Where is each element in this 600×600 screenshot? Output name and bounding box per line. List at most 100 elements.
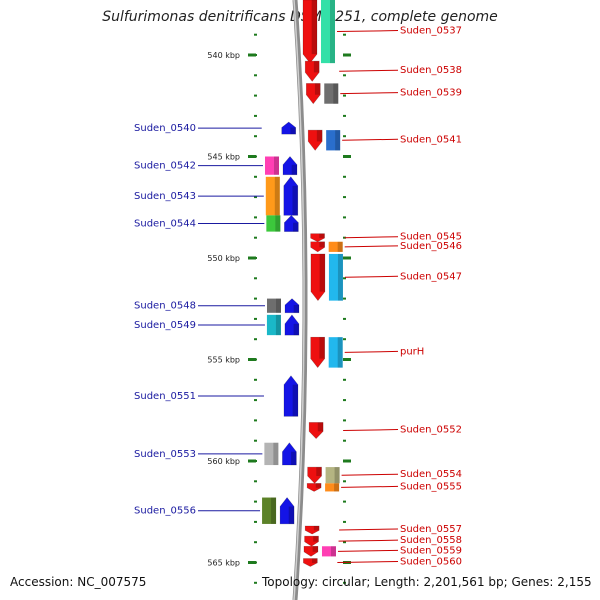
cog-category-block — [325, 467, 340, 484]
cog-category-block — [328, 241, 343, 252]
minor-tick-dot — [343, 439, 346, 442]
reverse-gene-label: Suden_0544 — [134, 218, 196, 229]
forward-gene-arrow-shade — [312, 546, 318, 552]
minor-tick-dot — [343, 399, 346, 402]
reverse-gene-arrow-shade — [291, 451, 297, 466]
backbone-highlight — [293, 0, 305, 600]
cog-block-shade — [335, 130, 341, 151]
reverse-gene-arrow — [279, 497, 295, 525]
reverse-gene-label: Suden_0549 — [134, 320, 196, 331]
coordinate-tick-label: 540 kbp — [207, 51, 240, 60]
reverse-gene-arrow-shade — [290, 127, 296, 135]
gene-label-leader — [336, 30, 399, 33]
forward-gene-arrow — [310, 233, 325, 243]
coordinate-tick-mark — [248, 155, 256, 158]
coordinate-tick-mark — [343, 358, 351, 361]
coordinate-tick-mark — [248, 358, 256, 361]
cog-block-shade — [329, 0, 335, 64]
cog-category-block — [265, 176, 280, 216]
cog-block-shade — [337, 241, 343, 252]
reverse-gene-arrow-shade — [292, 185, 298, 216]
minor-tick-dot — [254, 439, 257, 442]
forward-gene-label: Suden_0559 — [400, 545, 462, 556]
reverse-gene-arrow — [281, 121, 297, 135]
reverse-gene-arrow — [282, 442, 297, 466]
reverse-gene-arrow-shade — [288, 506, 295, 524]
forward-gene-label: Suden_0552 — [400, 425, 462, 436]
forward-gene-arrow-shade — [317, 422, 324, 432]
minor-tick-dot — [254, 480, 257, 483]
coordinate-tick-label: 545 kbp — [207, 153, 240, 162]
forward-gene-arrow — [304, 60, 320, 82]
minor-tick-dot — [254, 196, 257, 199]
minor-tick-dot — [254, 541, 257, 544]
forward-gene-arrow — [303, 558, 318, 567]
forward-gene-arrow-shade — [319, 337, 325, 359]
forward-gene-arrow — [306, 483, 322, 492]
forward-gene-arrow — [308, 422, 324, 440]
minor-tick-dot — [343, 277, 346, 280]
minor-tick-dot — [343, 196, 346, 199]
coordinate-tick-label: 560 kbp — [207, 457, 240, 466]
reverse-gene-arrow — [282, 156, 298, 176]
cog-block-shade — [273, 442, 279, 466]
reverse-gene-label: Suden_0551 — [134, 391, 196, 402]
coordinate-tick-mark — [248, 53, 256, 57]
minor-tick-dot — [254, 114, 257, 117]
cog-block-shade — [275, 314, 281, 336]
minor-tick-dot — [254, 135, 257, 138]
gene-label-leader — [344, 275, 399, 278]
cog-category-block — [328, 337, 343, 368]
forward-gene-arrow — [305, 83, 321, 105]
forward-gene-label: Suden_0558 — [400, 535, 462, 546]
reverse-gene-arrow — [284, 214, 299, 232]
gene-label-leader — [339, 528, 399, 531]
coordinate-tick-mark — [343, 459, 351, 463]
coordinate-tick-label: 555 kbp — [207, 356, 240, 365]
minor-tick-dot — [254, 378, 257, 381]
forward-gene-label: Suden_0547 — [400, 271, 462, 282]
cog-category-block — [324, 83, 339, 104]
reverse-gene-arrow — [284, 298, 300, 314]
minor-tick-dot — [343, 581, 346, 584]
forward-gene-arrow — [310, 253, 326, 302]
forward-gene-arrow-shade — [311, 0, 317, 55]
forward-gene-arrow-shade — [319, 233, 325, 239]
cog-category-block — [325, 483, 340, 492]
forward-gene-arrow-shade — [312, 558, 318, 563]
forward-gene-arrow-shade — [316, 467, 322, 477]
cog-block-shade — [334, 467, 340, 484]
minor-tick-dot — [254, 520, 257, 523]
forward-gene-label: Suden_0537 — [400, 26, 462, 37]
minor-tick-dot — [254, 216, 257, 219]
gene-label-leader — [343, 429, 399, 432]
minor-tick-dot — [254, 277, 257, 280]
reverse-gene-label: Suden_0543 — [134, 191, 196, 202]
minor-tick-dot — [343, 33, 346, 36]
coordinate-tick-label: 565 kbp — [207, 559, 240, 568]
minor-tick-dot — [343, 114, 346, 117]
minor-tick-dot — [254, 33, 257, 36]
minor-tick-dot — [254, 338, 257, 341]
minor-tick-dot — [254, 581, 257, 584]
forward-gene-arrow-shade — [319, 253, 325, 292]
forward-gene-arrow — [307, 129, 323, 151]
minor-tick-dot — [343, 520, 346, 523]
minor-tick-dot — [254, 94, 257, 97]
cog-category-block — [266, 298, 281, 313]
forward-gene-arrow — [307, 466, 322, 484]
forward-gene-arrow — [310, 241, 325, 253]
cog-category-block — [320, 0, 335, 64]
forward-gene-arrow-shade — [316, 130, 323, 142]
reverse-gene-arrow — [283, 176, 299, 216]
minor-tick-dot — [343, 378, 346, 381]
gene-label-leader — [344, 350, 399, 353]
reverse-gene-arrow-shade — [293, 222, 299, 232]
forward-gene-arrow — [304, 525, 320, 535]
minor-tick-dot — [343, 94, 346, 97]
minor-tick-dot — [343, 74, 346, 77]
minor-tick-dot — [254, 419, 257, 422]
minor-tick-dot — [343, 297, 346, 300]
forward-gene-arrow-shade — [313, 536, 319, 542]
